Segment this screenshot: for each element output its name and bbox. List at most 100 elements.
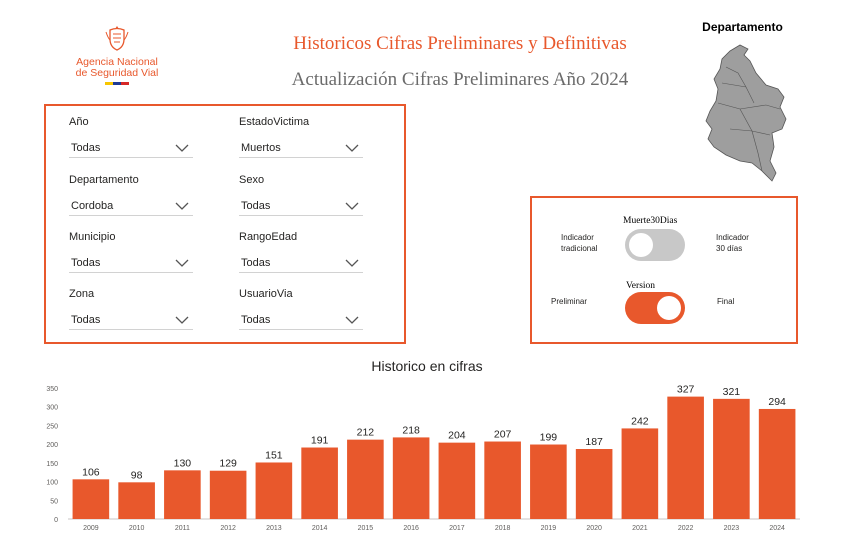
bar: [255, 462, 293, 519]
x-tick-label: 2017: [449, 525, 465, 532]
chevron-down-icon: [345, 144, 359, 152]
bar: [667, 396, 704, 519]
x-tick-label: 2019: [541, 525, 557, 532]
x-tick-label: 2021: [632, 525, 648, 532]
year-dropdown-value: Todas: [71, 141, 101, 154]
map-shape[interactable]: [705, 44, 787, 182]
chevron-down-icon: [175, 202, 189, 210]
filter-road-user-label: UsuarioVia: [239, 288, 293, 300]
muerte30dias-toggle[interactable]: [625, 229, 685, 261]
year-dropdown[interactable]: Todas: [69, 138, 193, 158]
road-user-dropdown[interactable]: Todas: [239, 310, 363, 330]
toggle-knob: [629, 233, 653, 257]
bar: [392, 437, 430, 519]
y-tick-label: 100: [46, 480, 58, 487]
bar: [209, 470, 247, 519]
version-toggle[interactable]: [625, 292, 685, 324]
logo-line-1: Agencia Nacional: [76, 56, 158, 68]
x-tick-label: 2009: [83, 525, 99, 532]
bar: [713, 398, 750, 519]
filter-year: Año Todas: [69, 116, 193, 158]
bar-value-label: 106: [82, 466, 100, 478]
filter-zone-label: Zona: [69, 288, 95, 300]
y-tick-label: 200: [46, 442, 58, 449]
filter-zone: Zona Todas: [69, 288, 193, 330]
bar-value-label: 130: [174, 457, 192, 469]
indicator-traditional-label: Indicador tradicional: [561, 232, 597, 254]
muerte30dias-title: Muerte30Dias: [623, 216, 678, 226]
age-range-dropdown[interactable]: Todas: [239, 253, 363, 273]
municipality-dropdown-value: Todas: [71, 256, 101, 269]
bar-value-label: 98: [131, 469, 143, 481]
bar-value-label: 187: [585, 436, 603, 448]
bar: [347, 439, 384, 519]
road-user-dropdown-value: Todas: [241, 313, 271, 326]
y-tick-label: 0: [54, 517, 58, 524]
map-title: Departamento: [702, 20, 783, 34]
x-tick-label: 2011: [175, 525, 190, 532]
bar-value-label: 207: [494, 429, 512, 441]
chevron-down-icon: [345, 202, 359, 210]
chevron-down-icon: [345, 259, 359, 267]
department-dropdown[interactable]: Cordoba: [69, 196, 193, 216]
indicator-traditional-line-2: tradicional: [561, 244, 598, 253]
filter-department: Departamento Cordoba: [69, 174, 193, 216]
bar-value-label: 327: [677, 384, 695, 396]
bar-value-label: 129: [219, 458, 237, 470]
indicator-30-days-label: Indicador 30 días: [716, 232, 749, 254]
bar-value-label: 199: [540, 432, 558, 444]
filter-year-label: Año: [69, 116, 89, 128]
x-tick-label: 2016: [403, 525, 419, 532]
victim-status-dropdown-value: Muertos: [241, 141, 281, 154]
bar: [484, 441, 521, 519]
bar-value-label: 218: [402, 424, 420, 436]
x-tick-label: 2014: [312, 525, 328, 532]
chevron-down-icon: [175, 259, 189, 267]
chevron-down-icon: [175, 316, 189, 324]
sex-dropdown-value: Todas: [241, 199, 271, 212]
bar-value-label: 212: [357, 427, 375, 439]
x-tick-label: 2018: [495, 525, 511, 532]
filter-road-user: UsuarioVia Todas: [239, 288, 363, 330]
bar-value-label: 191: [311, 435, 329, 447]
colombia-flag-stripe: [105, 82, 129, 85]
y-tick-label: 350: [46, 386, 58, 393]
version-final-label: Final: [717, 297, 735, 306]
filter-victim-status: EstadoVictima Muertos: [239, 116, 363, 158]
bar: [575, 449, 613, 519]
y-tick-label: 50: [50, 498, 58, 505]
colombia-departments-map[interactable]: [700, 43, 790, 183]
toggle-knob: [657, 296, 681, 320]
bar: [621, 428, 659, 519]
chevron-down-icon: [175, 144, 189, 152]
historical-bar-chart: 0 50 100 150 200 250 300 350 106 2009 98 2010 130 201…: [46, 384, 800, 532]
bar: [530, 444, 567, 519]
chart-title: Historico en cifras: [371, 358, 483, 374]
x-tick-label: 2010: [129, 525, 145, 532]
page-subtitle: Actualización Cifras Preliminares Año 20…: [291, 69, 629, 90]
department-dropdown-value: Cordoba: [71, 199, 114, 212]
bar: [438, 442, 476, 519]
bar-value-label: 151: [265, 449, 283, 461]
bar-value-label: 321: [723, 386, 741, 398]
filter-age-range: RangoEdad Todas: [239, 231, 363, 273]
indicator-30-days-line-1: Indicador: [716, 233, 749, 242]
municipality-dropdown[interactable]: Todas: [69, 253, 193, 273]
y-tick-label: 250: [46, 423, 58, 430]
y-tick-label: 150: [46, 461, 58, 468]
agency-logo: Agencia Nacional de Seguridad Vial: [62, 24, 172, 88]
filter-municipality-label: Municipio: [69, 231, 116, 243]
version-preliminary-label: Preliminar: [551, 297, 588, 306]
victim-status-dropdown[interactable]: Muertos: [239, 138, 363, 158]
indicator-toggles-panel: Muerte30Dias Indicador tradicional Indic…: [530, 196, 798, 344]
version-title: Version: [626, 281, 656, 291]
filter-sex-label: Sexo: [239, 174, 265, 186]
indicator-traditional-line-1: Indicador: [561, 233, 594, 242]
zone-dropdown[interactable]: Todas: [69, 310, 193, 330]
page-title: Historicos Cifras Preliminares y Definit…: [293, 33, 627, 54]
x-tick-label: 2013: [266, 525, 282, 532]
zone-dropdown-value: Todas: [71, 313, 101, 326]
chevron-down-icon: [345, 316, 359, 324]
filter-municipality: Municipio Todas: [69, 231, 193, 273]
sex-dropdown[interactable]: Todas: [239, 196, 363, 216]
